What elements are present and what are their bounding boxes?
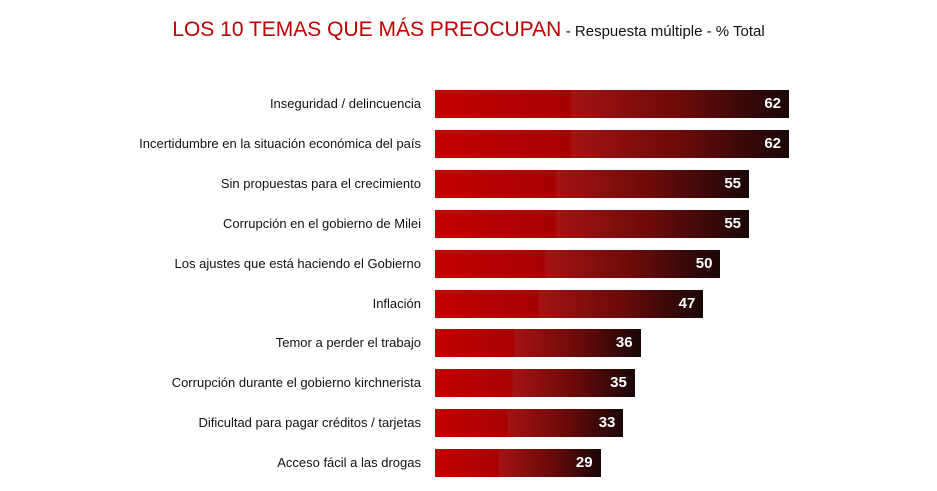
chart-title: LOS 10 TEMAS QUE MÁS PREOCUPAN - Respues… [0, 18, 937, 42]
bar: 50 [435, 250, 721, 278]
category-label: Temor a perder el trabajo [275, 335, 421, 351]
bar: 35 [435, 369, 635, 398]
category-label: Corrupción en el gobierno de Milei [222, 216, 421, 231]
bar: 55 [435, 170, 750, 198]
data-label: 33 [598, 413, 616, 431]
bar: 62 [435, 90, 789, 118]
data-label: 47 [678, 294, 696, 312]
data-label: 35 [610, 374, 627, 392]
bar: 55 [435, 210, 750, 238]
title-main: LOS 10 TEMAS QUE MÁS PREOCUPAN [172, 18, 562, 41]
data-label: 62 [764, 135, 781, 152]
category-label: Corrupción durante el gobierno kirchneri… [171, 375, 421, 391]
data-label: 29 [575, 453, 593, 471]
category-label: Inseguridad / delincuencia [269, 96, 421, 111]
data-label: 55 [724, 215, 742, 232]
category-label: Inflación [372, 295, 421, 311]
bar: 36 [435, 329, 641, 358]
category-label: Incertidumbre en la situación económica … [139, 136, 421, 151]
category-label: Los ajustes que está haciendo el Gobiern… [174, 256, 421, 271]
title-subtitle: - Respuesta múltiple - % Total [565, 23, 765, 40]
bar: 47 [435, 289, 704, 318]
bar: 29 [435, 448, 601, 477]
bar: 33 [435, 408, 624, 437]
category-label: Dificultad para pagar créditos / tarjeta… [198, 414, 421, 430]
data-label: 36 [615, 334, 633, 352]
category-label: Sin propuestas para el crecimiento [220, 176, 421, 191]
data-label: 50 [695, 255, 713, 272]
data-label: 55 [724, 175, 742, 192]
category-label: Acceso fácil a las drogas [277, 454, 421, 470]
data-label: 62 [764, 95, 781, 112]
bar: 62 [435, 130, 789, 158]
